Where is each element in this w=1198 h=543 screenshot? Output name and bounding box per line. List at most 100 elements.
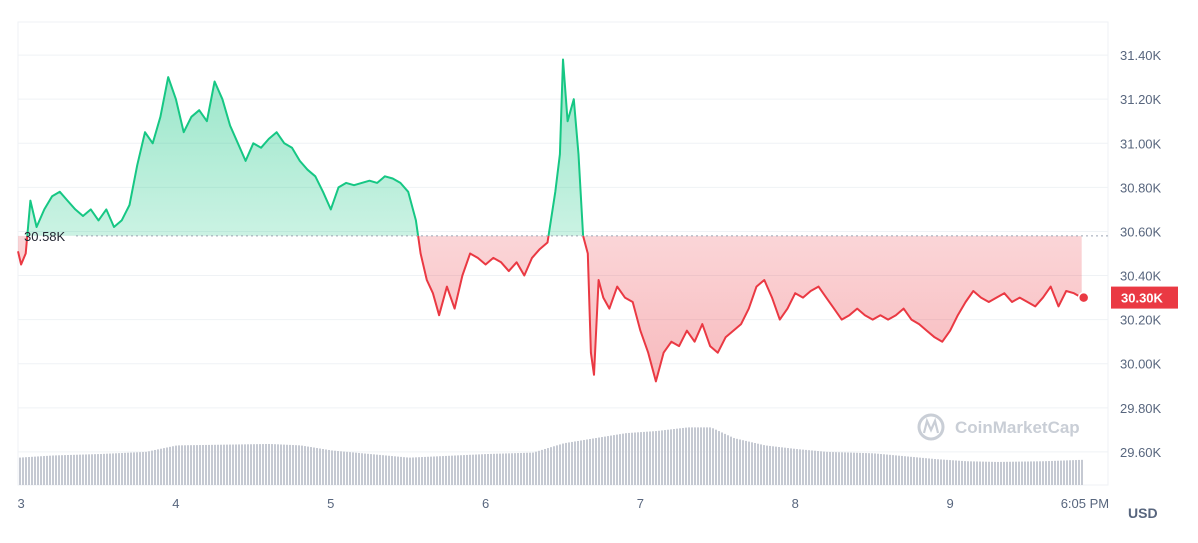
volume-bar — [76, 454, 78, 485]
y-tick-label: 31.00K — [1120, 136, 1162, 151]
volume-bar — [655, 431, 657, 485]
volume-bar — [598, 437, 600, 485]
current-price-label: 30.30K — [1121, 291, 1164, 306]
volume-bar — [880, 454, 882, 485]
volume-bar — [109, 453, 111, 485]
volume-bar — [1045, 461, 1047, 485]
volume-bar — [400, 456, 402, 485]
volume-bar — [889, 454, 891, 485]
volume-bar — [487, 453, 489, 485]
volume-bar — [763, 445, 765, 485]
volume-bar — [541, 449, 543, 485]
volume-bar — [268, 443, 270, 485]
y-tick-label: 29.80K — [1120, 401, 1162, 416]
volume-bar — [832, 452, 834, 485]
volume-bar — [673, 429, 675, 485]
volume-bar — [454, 455, 456, 485]
volume-bar — [661, 430, 663, 485]
volume-bar — [727, 435, 729, 485]
volume-bar — [589, 439, 591, 485]
volume-bar — [766, 445, 768, 485]
volume-bar — [724, 433, 726, 485]
volume-bar — [793, 448, 795, 485]
current-price-tag — [1111, 286, 1178, 309]
x-tick-label: 8 — [792, 496, 799, 511]
volume-bar — [604, 436, 606, 485]
volume-bar — [226, 444, 228, 485]
volume-bar — [379, 454, 381, 485]
volume-bar — [40, 456, 42, 485]
volume-bar — [340, 451, 342, 485]
volume-bar — [1009, 461, 1011, 485]
volume-bar — [958, 460, 960, 485]
volume-bar — [613, 435, 615, 485]
volume-bar — [862, 452, 864, 485]
volume-bar — [841, 452, 843, 485]
volume-bar — [262, 444, 264, 485]
volume-bar — [742, 440, 744, 485]
volume-bar — [595, 438, 597, 485]
volume-bar — [1024, 461, 1026, 485]
volume-bar — [586, 439, 588, 485]
volume-bar — [967, 461, 969, 485]
volume-bar — [463, 455, 465, 485]
volume-bar — [1054, 460, 1056, 485]
y-tick-label: 30.20K — [1120, 313, 1162, 328]
volume-bar — [919, 457, 921, 485]
volume-bar — [826, 451, 828, 485]
volume-bar — [979, 461, 981, 485]
volume-bar — [331, 450, 333, 485]
line-above-baseline — [26, 58, 585, 236]
volume-bar — [1069, 460, 1071, 485]
volume-bar — [112, 453, 114, 485]
volume-bar — [415, 457, 417, 485]
volume-bar — [493, 453, 495, 485]
volume-bar — [346, 451, 348, 485]
volume-bar — [103, 453, 105, 485]
volume-bar — [424, 456, 426, 485]
volume-bar — [178, 445, 180, 485]
volume-bar — [1063, 460, 1065, 485]
volume-bar — [619, 434, 621, 485]
volume-bar — [868, 453, 870, 485]
volume-bar — [94, 454, 96, 485]
volume-bar — [718, 431, 720, 485]
y-tick-label: 30.60K — [1120, 224, 1162, 239]
volume-bar — [478, 454, 480, 485]
volume-bar — [130, 452, 132, 485]
volume-bar — [775, 446, 777, 485]
volume-bar — [316, 448, 318, 485]
volume-bar — [43, 456, 45, 485]
volume-bar — [688, 427, 690, 485]
x-tick-label: 7 — [637, 496, 644, 511]
volume-bar — [733, 438, 735, 485]
volume-bar — [823, 451, 825, 485]
volume-bar — [622, 433, 624, 485]
volume-bar — [664, 430, 666, 485]
volume-bar — [211, 444, 213, 485]
volume-bar — [652, 431, 654, 485]
volume-bar — [796, 449, 798, 485]
volume-bar — [886, 454, 888, 485]
volume-bar — [448, 455, 450, 485]
volume-bar — [544, 448, 546, 485]
volume-bar — [808, 450, 810, 485]
volume-bar — [637, 432, 639, 485]
volume-bar — [610, 435, 612, 485]
volume-bar — [490, 453, 492, 485]
currency-unit-label: USD — [1128, 505, 1158, 521]
volume-bar — [949, 460, 951, 485]
volume-bar — [115, 453, 117, 485]
volume-bar — [676, 428, 678, 485]
volume-bar — [739, 439, 741, 485]
volume-bar — [397, 456, 399, 485]
volume-bar — [805, 449, 807, 485]
volume-bar — [244, 444, 246, 485]
coinmarketcap-logo — [917, 413, 945, 441]
volume-bar — [802, 449, 804, 485]
volume-bar — [1012, 461, 1014, 485]
current-price-dot[interactable] — [1077, 291, 1090, 304]
watermark-text: CoinMarketCap — [955, 418, 1080, 437]
volume-bar — [1048, 461, 1050, 485]
